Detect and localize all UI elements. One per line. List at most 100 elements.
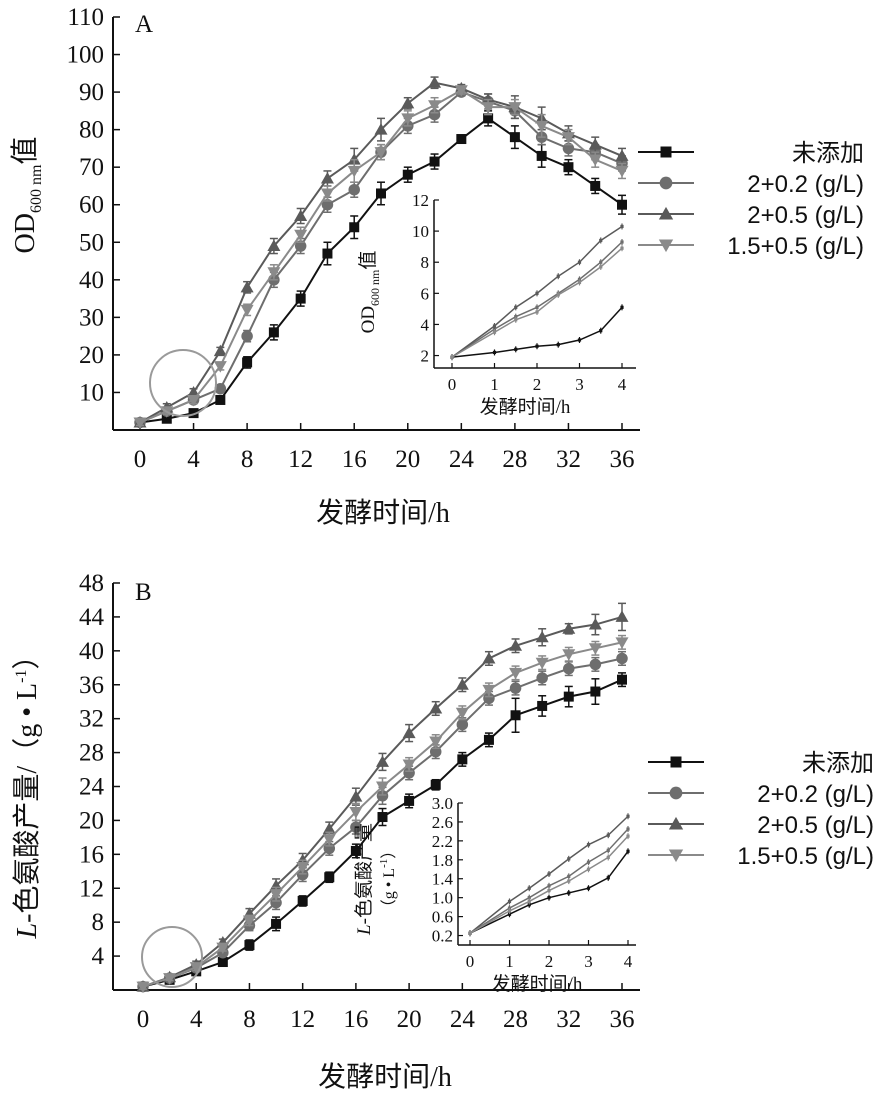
legend: 未添加 2+0.2 (g/L) 2+0.5 (g/L) 1.5+0.5 (g/L)	[648, 750, 874, 870]
inset-data-point	[620, 246, 624, 250]
inset-data-point	[535, 305, 539, 309]
data-point	[297, 895, 308, 906]
series-line	[142, 678, 623, 988]
inset-data-point	[556, 343, 560, 347]
data-point	[271, 918, 282, 929]
inset-y-tick-label: 4	[421, 315, 430, 334]
data-point	[349, 222, 360, 233]
inset-data-point	[599, 260, 603, 264]
inset-data-point	[626, 814, 630, 818]
data-point	[217, 957, 228, 968]
inset-series-1	[450, 239, 624, 361]
data-point	[321, 198, 334, 211]
data-point	[615, 165, 629, 178]
inset-data-point	[577, 280, 582, 285]
legend-label: 2+0.5 (g/L)	[757, 812, 874, 839]
data-point	[349, 806, 363, 819]
inset-series-line	[469, 815, 629, 934]
data-point	[376, 188, 386, 199]
data-point	[188, 408, 199, 419]
data-point	[242, 915, 256, 927]
data-point	[616, 652, 628, 665]
y-tick-label: 36	[79, 672, 104, 699]
data-point	[615, 149, 629, 161]
data-point	[483, 692, 495, 705]
x-tick-label: 16	[342, 446, 367, 473]
inset-y-axis-label-tail: 值	[357, 251, 379, 270]
inset-data-point	[514, 305, 518, 309]
inset-data-point	[535, 291, 539, 295]
inset-data-point	[567, 874, 571, 878]
data-point	[401, 113, 415, 125]
data-point	[590, 686, 601, 697]
data-point	[161, 413, 172, 424]
inset-data-point	[599, 329, 603, 333]
series-0	[135, 110, 627, 428]
inset-data-point	[556, 293, 560, 297]
data-point	[215, 394, 226, 405]
data-point	[349, 790, 363, 802]
inset-y-axis-unit-tail: ）	[380, 843, 398, 859]
inset-data-point	[577, 260, 582, 264]
data-point	[509, 682, 522, 694]
inset-y-tick-label: 2.6	[432, 813, 453, 832]
inset-data-point	[567, 857, 571, 861]
data-point	[136, 981, 150, 994]
inset-data-point	[620, 224, 624, 229]
x-tick-label: 36	[610, 446, 635, 473]
inset-data-point	[599, 238, 603, 243]
y-tick-label: 70	[79, 154, 104, 181]
data-point	[617, 199, 627, 210]
y-tick-label: 24	[79, 774, 105, 801]
inset-x-tick-label: 1	[490, 375, 499, 394]
data-point	[187, 394, 201, 407]
y-tick-label: 90	[79, 79, 104, 106]
data-point	[269, 889, 283, 901]
data-point	[588, 138, 602, 150]
inset-series-2	[450, 223, 624, 361]
inset-data-point	[626, 834, 630, 838]
y-axis-label: OD600 nm值	[9, 137, 45, 254]
data-point	[214, 382, 227, 395]
data-point	[535, 120, 549, 133]
data-point	[509, 132, 520, 143]
inset-y-tick-label: 12	[412, 191, 429, 210]
data-point	[376, 781, 389, 793]
data-point	[240, 280, 254, 293]
data-point	[562, 622, 576, 634]
data-point	[374, 147, 388, 159]
data-point	[535, 657, 549, 670]
data-point	[320, 171, 334, 184]
inset-y-tick-label: 6	[421, 284, 430, 303]
inset-series-3	[450, 245, 624, 361]
x-tick-label: 4	[187, 446, 200, 473]
y-axis-label-tail: ）	[11, 642, 43, 670]
data-point	[268, 327, 279, 338]
data-point	[535, 630, 549, 643]
data-point	[483, 734, 494, 745]
data-point	[429, 701, 443, 714]
inset-data-point	[492, 330, 497, 334]
data-point	[163, 973, 177, 985]
y-tick-label: 110	[67, 4, 104, 31]
y-tick-label: 8	[92, 909, 105, 936]
data-point	[216, 942, 230, 955]
data-point	[404, 795, 415, 806]
x-tick-label: 0	[134, 446, 147, 473]
series-3	[136, 634, 629, 994]
data-point	[402, 726, 416, 739]
inset-y-tick-label: 3.0	[432, 794, 453, 813]
inset-data-point	[492, 350, 497, 355]
inset-data-point	[514, 318, 518, 322]
inset-y-tick-label: 1.4	[432, 870, 454, 889]
inset-data-point	[620, 305, 624, 309]
data-point	[294, 229, 308, 242]
x-tick-label: 20	[395, 446, 420, 473]
data-point	[508, 102, 522, 114]
legend-marker	[659, 176, 673, 190]
data-point	[213, 344, 227, 357]
inset-data-point	[556, 274, 560, 278]
legend-marker	[670, 756, 682, 768]
data-point	[563, 662, 575, 675]
inset-x-tick-label: 4	[618, 375, 627, 394]
